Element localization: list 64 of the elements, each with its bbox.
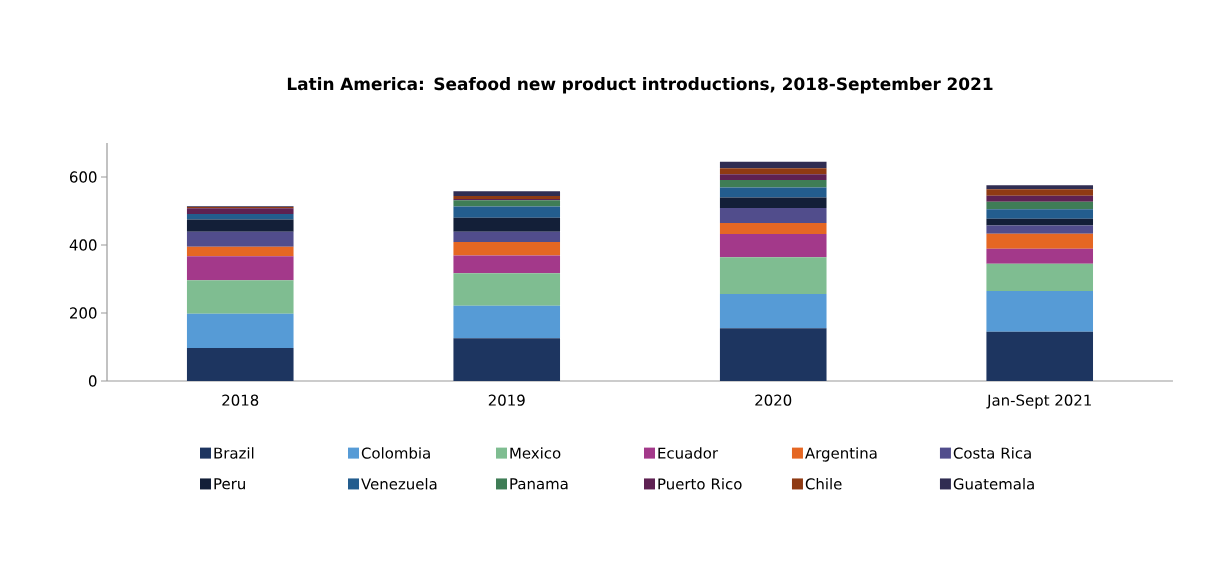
bar	[186, 256, 294, 281]
bar	[986, 189, 1094, 196]
bar	[453, 241, 561, 256]
bar	[986, 185, 1094, 190]
legend-label: Venezuela	[361, 478, 437, 490]
legend-label: Panama	[510, 478, 568, 490]
legend-label: Guatemala	[953, 478, 1034, 490]
bar	[719, 257, 827, 294]
bar	[186, 219, 294, 232]
bar	[186, 348, 294, 381]
bar	[986, 290, 1094, 332]
bar	[453, 200, 561, 207]
bar	[186, 280, 294, 314]
bar	[719, 168, 827, 175]
chart-title: Latin America: Seafood new product introductions, 2018-September 2021	[287, 77, 993, 94]
bar	[986, 248, 1094, 264]
bar	[719, 180, 827, 188]
legend-label: Colombia	[361, 447, 430, 459]
bar	[453, 206, 561, 218]
x-tick-label: Jan-Sept 2021	[986, 394, 1091, 409]
bar	[186, 246, 294, 257]
bar	[453, 255, 561, 274]
bar	[719, 187, 827, 198]
y-tick-label: 0	[88, 375, 97, 387]
x-tick-label: 2019	[488, 394, 525, 406]
y-tick-label: 600	[70, 171, 97, 183]
bar	[453, 217, 561, 232]
legend-label: Mexico	[510, 447, 561, 459]
bar	[453, 273, 561, 306]
bar	[719, 222, 827, 235]
bar	[186, 313, 294, 349]
legend-label: Costa Rica	[953, 447, 1031, 459]
bar	[719, 161, 827, 169]
bar	[719, 174, 827, 181]
bar	[719, 234, 827, 258]
bar	[986, 233, 1094, 249]
legend-label: Ecuador	[658, 447, 719, 459]
bar	[986, 331, 1094, 381]
y-tick-label: 400	[69, 239, 97, 251]
bar	[986, 225, 1094, 234]
y-tick-label: 200	[70, 307, 97, 319]
bar	[186, 208, 294, 215]
x-tick-label: 2018	[222, 394, 259, 406]
legend-label: Brazil	[214, 447, 254, 459]
bar	[453, 231, 561, 242]
bar	[453, 338, 561, 381]
bar	[986, 195, 1094, 202]
bar	[986, 201, 1094, 210]
legend-label: Chile	[805, 478, 842, 490]
bar	[719, 293, 827, 329]
bar	[453, 191, 561, 197]
legend-label: Argentina	[805, 447, 877, 462]
legend-label: Puerto Rico	[658, 478, 742, 490]
x-tick-label: 2020	[755, 394, 792, 406]
bar	[719, 197, 827, 208]
bar	[986, 263, 1094, 291]
bar	[186, 214, 294, 220]
legend-label: Peru	[214, 478, 245, 490]
bar	[719, 328, 827, 381]
bar	[186, 231, 294, 247]
bar	[719, 207, 827, 223]
bar	[986, 218, 1094, 226]
bar	[453, 305, 561, 339]
bar	[986, 209, 1094, 219]
